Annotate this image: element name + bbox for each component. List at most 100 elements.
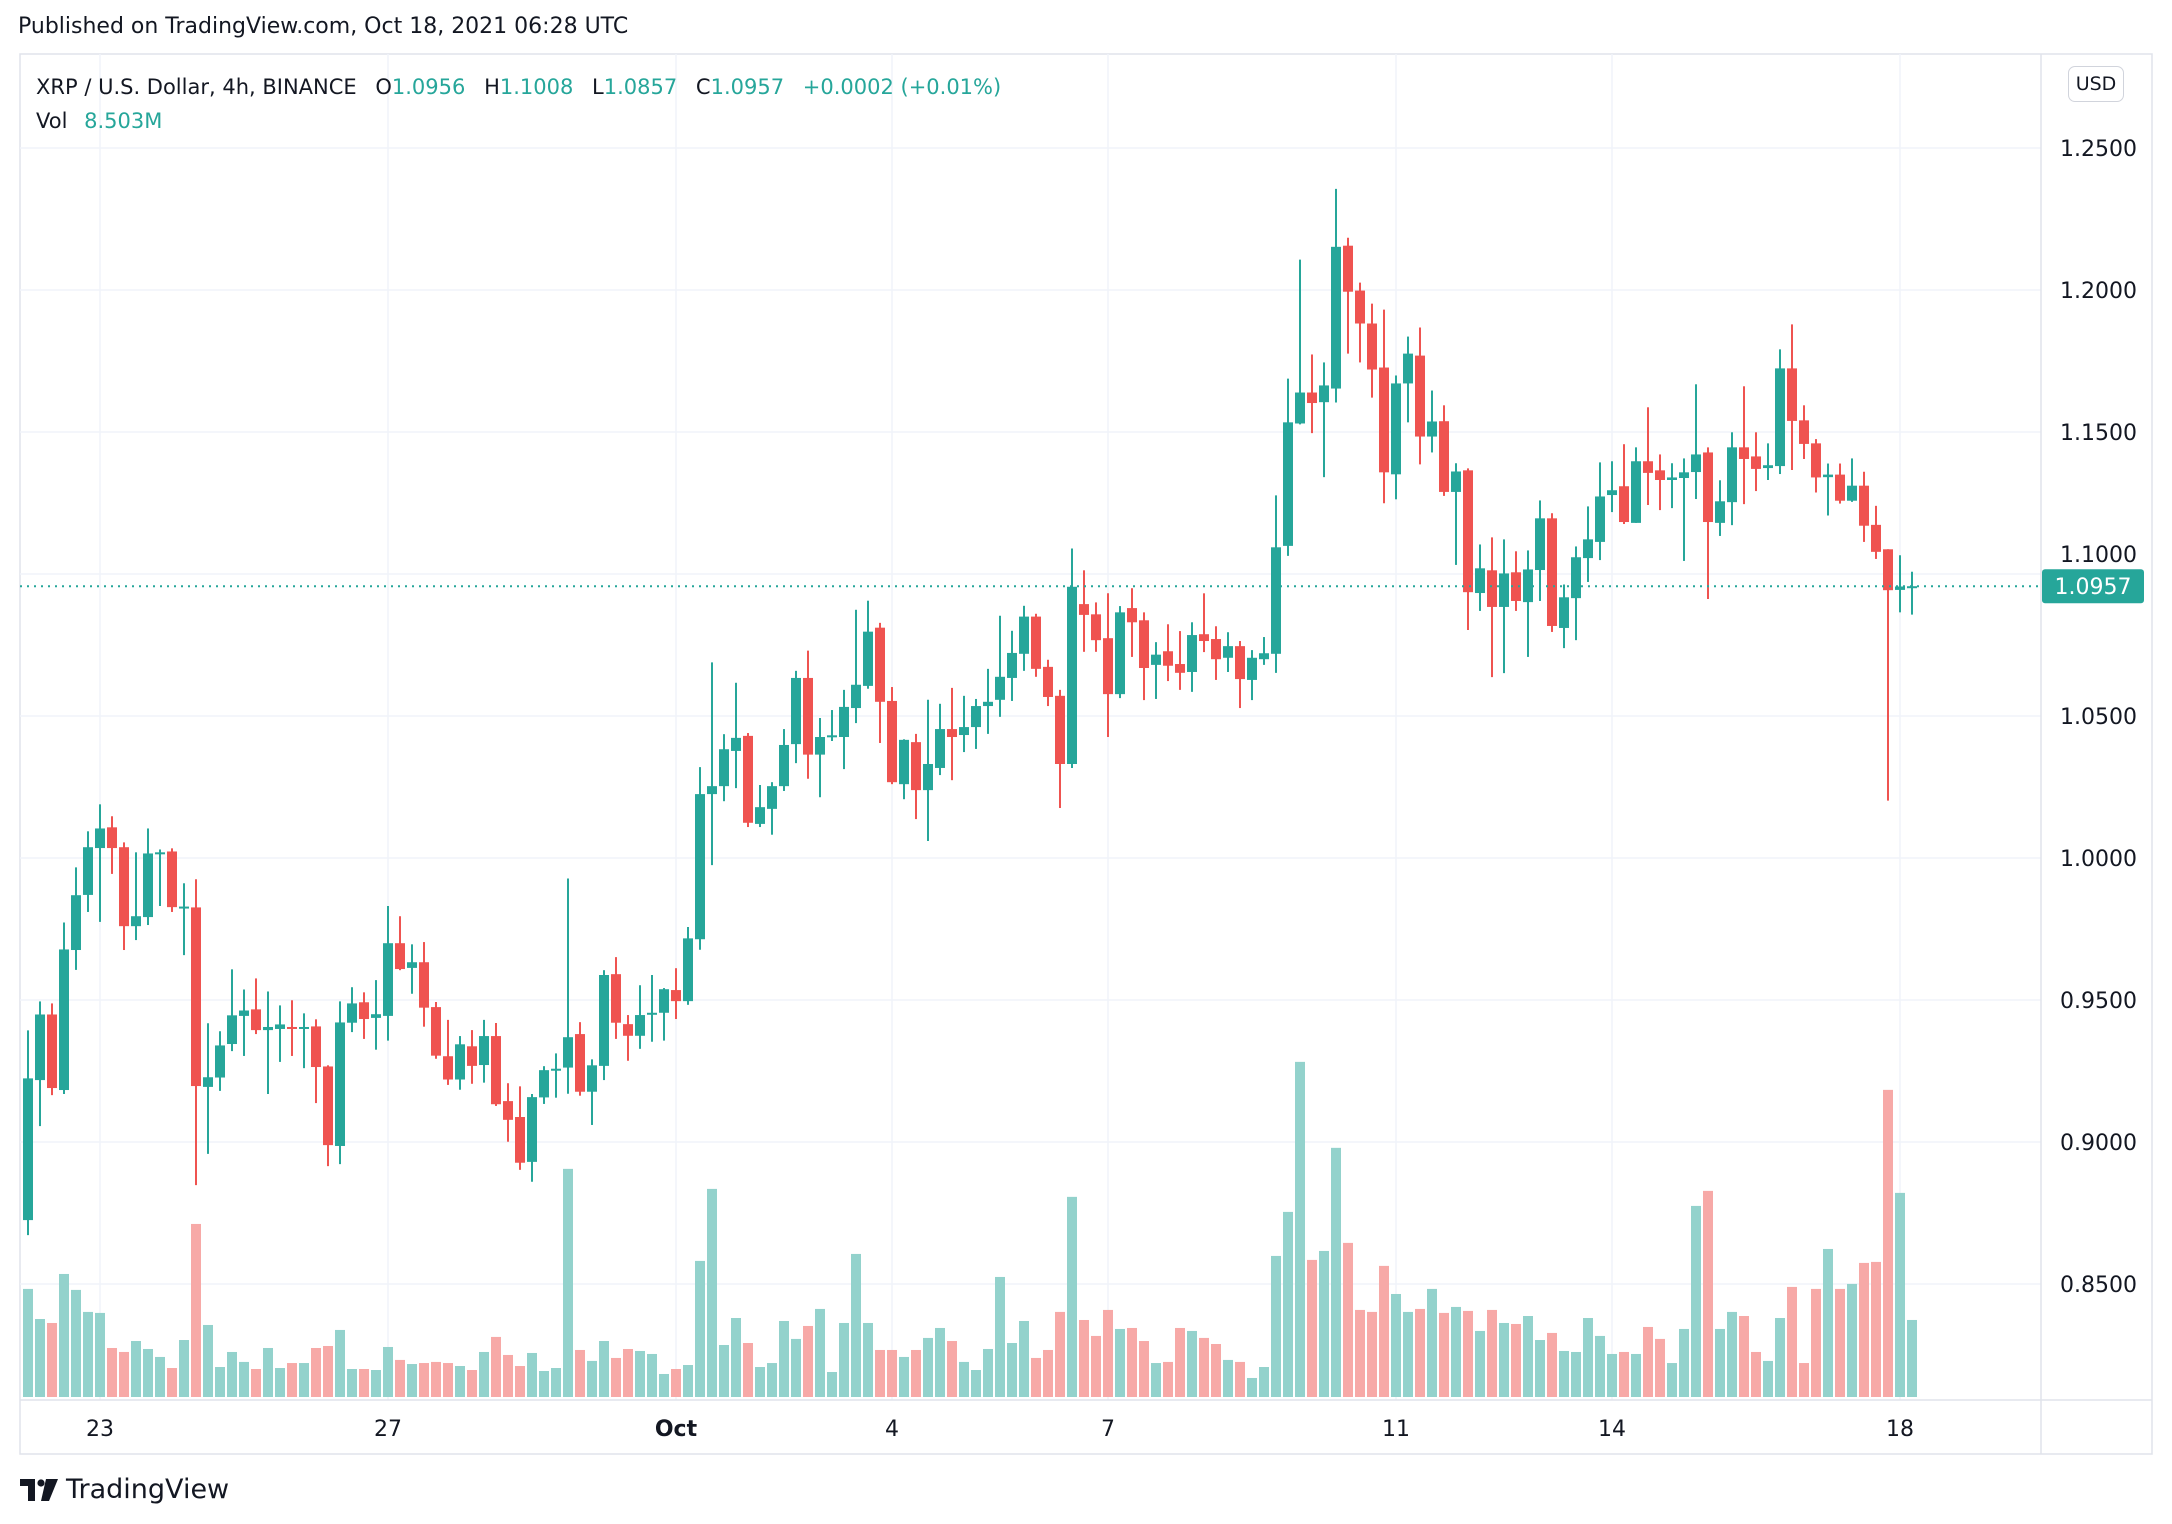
volume-bar [1019, 1320, 1029, 1397]
candle [155, 849, 165, 906]
candle-body [1547, 518, 1557, 626]
candle-body [1295, 392, 1305, 424]
tradingview-logo-icon [20, 1478, 58, 1501]
volume-bar [827, 1371, 837, 1397]
time-axis[interactable]: 23 27 Oct 4 7 11 14 18 [86, 1417, 1914, 1442]
candle-body [707, 786, 717, 795]
candle-body [1211, 639, 1221, 660]
candle [1403, 336, 1413, 423]
volume-bar [995, 1276, 1005, 1397]
volume-bar [935, 1327, 945, 1397]
volume-bar [107, 1347, 117, 1397]
candle-body [335, 1022, 345, 1146]
candle [1019, 605, 1029, 671]
candle-body [143, 853, 153, 918]
time-tick-label: 18 [1886, 1417, 1914, 1442]
time-tick-label: 27 [374, 1417, 402, 1442]
volume-bar [359, 1369, 369, 1397]
tradingview-logo[interactable]: TradingView [20, 1474, 229, 1505]
candle-body [899, 739, 909, 785]
candle-body [1559, 597, 1569, 628]
volume-bar [1799, 1363, 1809, 1397]
candle-body [503, 1101, 513, 1120]
candle-body [1451, 471, 1461, 492]
candle [191, 879, 201, 1186]
candle-body [1475, 568, 1485, 594]
volume-bar [311, 1347, 321, 1397]
volume-bar [539, 1370, 549, 1397]
candle-body [1499, 573, 1509, 607]
volume-bar [47, 1322, 57, 1397]
candle-body [1751, 456, 1761, 469]
candle-body [635, 1015, 645, 1036]
candle-body [1367, 323, 1377, 370]
candle-body [1847, 485, 1857, 501]
candle [431, 1001, 441, 1059]
candle-body [1187, 635, 1197, 672]
candle-body [1031, 616, 1041, 669]
candle-body [671, 990, 681, 1002]
volume-bar [1079, 1319, 1089, 1397]
candle-body [587, 1065, 597, 1092]
candle [1463, 468, 1473, 630]
candle-body [1523, 569, 1533, 603]
volume-bar [1679, 1328, 1689, 1397]
candle [1811, 439, 1821, 493]
candle-body [695, 794, 705, 940]
volume-bar [191, 1223, 201, 1397]
volume-bar [743, 1343, 753, 1397]
candle [1331, 188, 1341, 403]
candle [407, 944, 417, 994]
candle-body [1511, 572, 1521, 601]
candle-body [683, 938, 693, 1002]
candle-body [395, 943, 405, 970]
price-tick-label: 1.0500 [2060, 705, 2137, 730]
candle [179, 883, 189, 956]
candle [527, 1094, 537, 1182]
volume-bar [1835, 1288, 1845, 1397]
volume-bar [1199, 1337, 1209, 1397]
volume-bar [683, 1365, 693, 1397]
volume-bar [551, 1368, 561, 1397]
candle-body [275, 1024, 285, 1029]
candle [263, 991, 273, 1095]
candle-body [263, 1026, 273, 1031]
symbol-title[interactable]: XRP / U.S. Dollar, 4h, BINANCE [36, 75, 357, 99]
candle [491, 1023, 501, 1106]
candle-body [1391, 383, 1401, 475]
candle [59, 922, 69, 1095]
volume-bar [1151, 1363, 1161, 1397]
currency-button[interactable]: USD [2068, 66, 2124, 102]
candle-body [83, 847, 93, 895]
volume-bar [1343, 1242, 1353, 1397]
volume-bar [215, 1367, 225, 1397]
price-tick-label: 1.1000 [2060, 543, 2137, 568]
candle-body [623, 1024, 633, 1036]
candle-body [1343, 245, 1353, 292]
candle [1859, 471, 1869, 542]
candle-body [95, 828, 105, 849]
candle-body [995, 676, 1005, 700]
price-axis[interactable]: 1.2500 1.2000 1.1500 1.1000 1.0500 1.0000 0.95… [2060, 137, 2137, 1298]
volume-bar [779, 1320, 789, 1397]
candle [1367, 303, 1377, 398]
volume-bar [1727, 1311, 1737, 1397]
candle [1763, 443, 1773, 480]
volume-bar [1535, 1340, 1545, 1397]
candle-body [1727, 447, 1737, 503]
volume-bar [155, 1356, 165, 1397]
volume-bar [1163, 1361, 1173, 1397]
volume-bar [275, 1368, 285, 1397]
candle-body [659, 989, 669, 1013]
volume-bar [503, 1354, 513, 1397]
candle [503, 1083, 513, 1142]
candle-body [1307, 392, 1317, 404]
volume-bar [755, 1367, 765, 1397]
candle-body [1079, 604, 1089, 615]
candle-body [1811, 443, 1821, 478]
candle [1223, 632, 1233, 672]
candle [983, 668, 993, 734]
candle-body [1175, 664, 1185, 673]
volume-bar [251, 1369, 261, 1397]
